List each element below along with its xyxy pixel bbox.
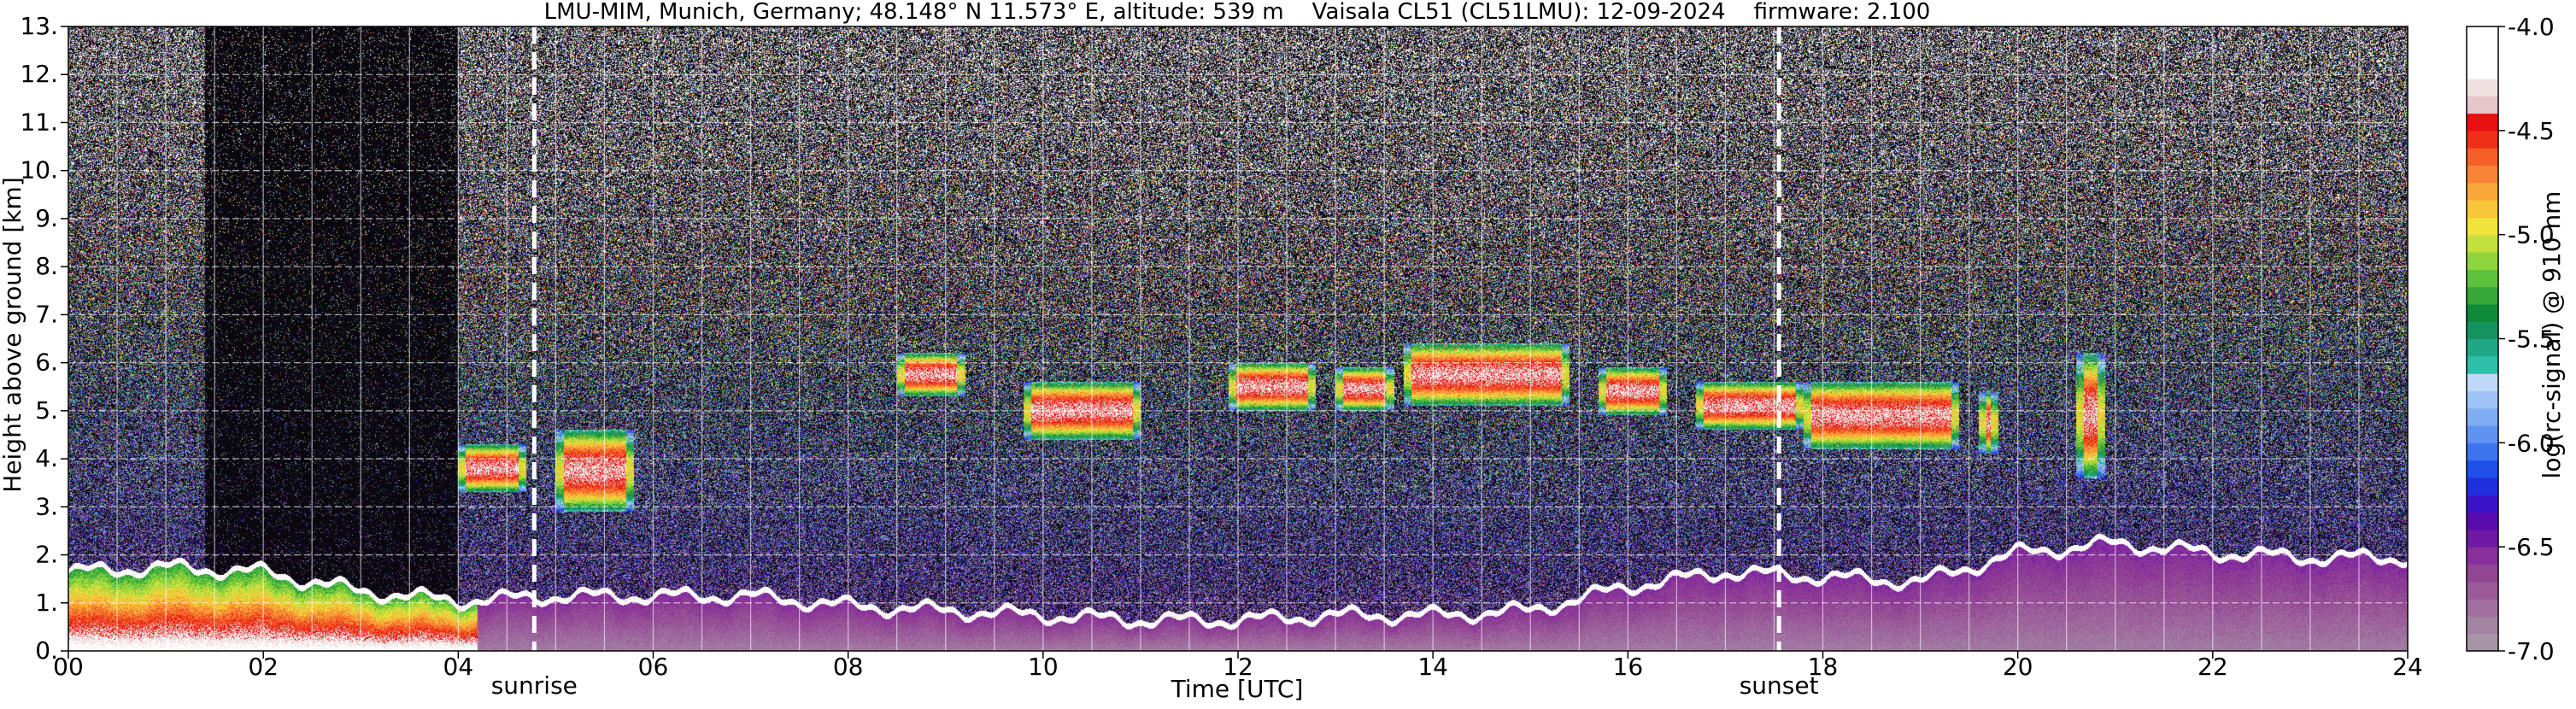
y-tick-label: 12. <box>20 60 58 88</box>
colorbar-label: log(rc-signal) @ 910 nm <box>2538 191 2566 479</box>
colorbar-segment <box>2467 251 2498 270</box>
axes: sunrise sunset 00 02 04 06 08 10 12 14 16 18 20 22 24 0… <box>20 12 2422 700</box>
colorbar-segment <box>2467 547 2498 565</box>
colorbar: -4.0 -4.5 -5.0 -5.5 -6.0 -6.5 -7.0 <box>2466 13 2555 665</box>
colorbar-segment <box>2467 26 2498 44</box>
colorbar-tick-label: -7.0 <box>2508 637 2555 665</box>
colorbar-segment <box>2467 113 2498 132</box>
chart-title: LMU-MIM, Munich, Germany; 48.148° N 11.5… <box>544 0 1931 25</box>
colorbar-segment <box>2467 425 2498 443</box>
colorbar-segment <box>2467 581 2498 600</box>
colorbar-segment <box>2467 130 2498 149</box>
colorbar-segment <box>2467 338 2498 357</box>
colorbar-tick-label: -4.0 <box>2508 13 2555 41</box>
y-tick-label: 7. <box>35 300 58 328</box>
colorbar-segment <box>2467 200 2498 218</box>
y-tick-label: 4. <box>35 444 58 472</box>
colorbar-segment <box>2467 616 2498 635</box>
annotation-label: sunrise <box>491 671 578 700</box>
colorbar-segment <box>2467 165 2498 184</box>
colorbar-tick-label: -5.0 <box>2508 221 2555 249</box>
x-tick-label: 02 <box>248 653 279 681</box>
annotation-label: sunset <box>1740 671 1819 700</box>
colorbar-segment <box>2467 477 2498 495</box>
x-tick-label: 16 <box>1613 653 1644 681</box>
y-tick-label: 5. <box>35 396 58 425</box>
colorbar-segment <box>2467 148 2498 167</box>
x-tick-label: 14 <box>1417 653 1448 681</box>
y-tick-label: 11. <box>20 108 58 136</box>
colorbar-segment <box>2467 355 2498 374</box>
x-tick-label: 12 <box>1223 653 1253 681</box>
y-tick-label: 10. <box>20 156 58 185</box>
colorbar-segment <box>2467 44 2498 62</box>
colorbar-tick-label: -6.5 <box>2508 533 2555 561</box>
colorbar-segment <box>2467 286 2498 305</box>
y-tick-label: 13. <box>20 12 58 40</box>
colorbar-segment <box>2467 373 2498 392</box>
colorbar-segment <box>2467 182 2498 201</box>
x-tick-label: 04 <box>443 653 474 681</box>
y-tick-label: 0. <box>35 636 58 665</box>
y-tick-label: 1. <box>35 589 58 617</box>
colorbar-segment <box>2467 78 2498 97</box>
y-tick-label: 3. <box>35 492 58 520</box>
y-tick-label: 2. <box>35 541 58 569</box>
y-tick-label: 9. <box>35 204 58 232</box>
colorbar-segment <box>2467 564 2498 583</box>
x-tick-label: 18 <box>1808 653 1839 681</box>
colorbar-segment <box>2467 460 2498 478</box>
colorbar-segment <box>2467 495 2498 513</box>
x-tick-label: 24 <box>2392 653 2423 681</box>
colorbar-tick-label: -4.5 <box>2508 117 2555 145</box>
colorbar-segment <box>2467 321 2498 340</box>
colorbar-segment <box>2467 407 2498 426</box>
colorbar-segment <box>2467 442 2498 461</box>
y-tick-label: 6. <box>35 349 58 377</box>
colorbar-segment <box>2467 269 2498 288</box>
colorbar-segment <box>2467 633 2498 652</box>
colorbar-segment <box>2467 61 2498 79</box>
colorbar-segment <box>2467 390 2498 409</box>
colorbar-segment <box>2467 512 2498 530</box>
colorbar-tick-label: -5.5 <box>2508 325 2555 354</box>
x-tick-label: 20 <box>2003 653 2033 681</box>
y-tick-label: 8. <box>35 252 58 280</box>
colorbar-segment <box>2467 234 2498 253</box>
x-tick-label: 00 <box>53 653 84 681</box>
colorbar-segment <box>2467 217 2498 236</box>
x-tick-label: 06 <box>638 653 669 681</box>
x-tick-label: 08 <box>833 653 864 681</box>
gridlines <box>68 26 2408 651</box>
colorbar-segment <box>2467 303 2498 322</box>
colorbar-segment <box>2467 96 2498 114</box>
y-axis-label: Height above ground [km] <box>0 177 26 493</box>
colorbar-segment <box>2467 529 2498 548</box>
colorbar-tick-label: -6.0 <box>2508 429 2555 457</box>
colorbar-segment <box>2467 599 2498 617</box>
x-tick-label: 10 <box>1028 653 1059 681</box>
x-axis-label: Time [UTC] <box>1171 675 1304 703</box>
x-tick-label: 22 <box>2198 653 2228 681</box>
